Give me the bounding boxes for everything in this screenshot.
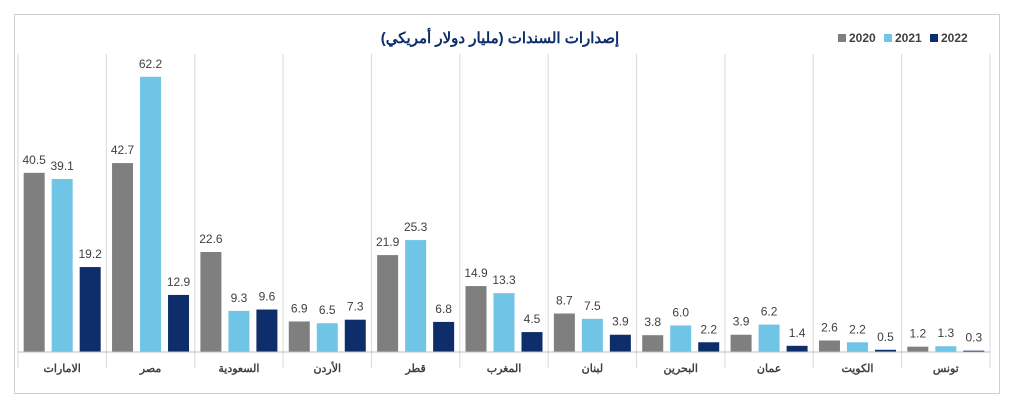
bar-cat-9-2021 (758, 324, 780, 352)
value-label-cat-9-2022: 1.4 (789, 326, 806, 340)
bar-cat-7-2020 (553, 313, 575, 352)
legend-swatch-2022 (930, 34, 938, 42)
legend-label-2020: 2020 (849, 31, 876, 45)
bar-cat-8-2020 (642, 335, 664, 352)
value-label-cat-5-2022: 6.8 (435, 302, 452, 316)
category-separators (17, 54, 991, 368)
bar-cat-7-2021 (581, 318, 603, 352)
value-label-cat-3-2022: 9.6 (259, 290, 276, 304)
value-label-cat-6-2021: 13.3 (492, 273, 516, 287)
category-label-cat-4: الأردن (313, 361, 341, 375)
value-label-cat-11-2020: 1.2 (909, 327, 926, 341)
category-labels-layer: الامارات مصر السعودية الأردن قطر المغرب لبنان ا… (44, 361, 959, 375)
bar-cat-10-2022 (874, 349, 896, 352)
bar-cat-3-2020 (200, 252, 222, 352)
bar-cat-3-2021 (228, 310, 250, 352)
value-label-cat-5-2020: 21.9 (376, 235, 400, 249)
bar-cat-4-2021 (316, 323, 338, 352)
bar-cat-1-2022 (79, 267, 101, 352)
bar-cat-11-2021 (935, 346, 957, 352)
value-label-cat-8-2022: 2.2 (700, 322, 717, 336)
bar-cat-4-2020 (288, 321, 310, 352)
value-label-cat-3-2021: 9.3 (231, 291, 248, 305)
bar-cat-2-2021 (140, 76, 162, 352)
value-label-cat-6-2020: 14.9 (464, 266, 488, 280)
category-label-cat-5: قطر (404, 363, 425, 375)
value-label-cat-4-2021: 6.5 (319, 303, 336, 317)
value-label-cat-6-2022: 4.5 (524, 312, 541, 326)
value-label-cat-11-2021: 1.3 (937, 326, 954, 340)
bars-layer (23, 76, 985, 352)
bar-cat-2-2020 (112, 163, 134, 352)
bar-cat-8-2022 (698, 342, 720, 352)
category-label-cat-8: البحرين (664, 363, 698, 375)
bar-cat-11-2022 (963, 350, 985, 352)
bar-cat-6-2022 (521, 332, 543, 352)
value-label-cat-4-2022: 7.3 (347, 300, 364, 314)
bar-cat-9-2020 (730, 334, 752, 352)
value-label-cat-10-2022: 0.5 (877, 330, 894, 344)
category-label-cat-10: الكويت (841, 363, 873, 375)
value-label-cat-8-2020: 3.8 (644, 315, 661, 329)
category-label-cat-1: الامارات (44, 363, 81, 375)
bar-cat-3-2022 (256, 309, 278, 352)
bar-cat-5-2021 (405, 240, 427, 352)
value-label-cat-2-2022: 12.9 (167, 275, 191, 289)
chart-legend: 2020 2021 2022 (838, 31, 968, 45)
bar-cat-10-2021 (846, 342, 868, 352)
value-label-cat-7-2022: 3.9 (612, 315, 629, 329)
category-label-cat-7: لبنان (582, 363, 603, 375)
bar-cat-5-2022 (433, 321, 455, 352)
legend-swatch-2021 (884, 34, 892, 42)
bar-cat-8-2021 (670, 325, 692, 352)
chart-title: إصدارات السندات (مليار دولار أمريكي) (381, 27, 619, 48)
value-label-cat-1-2020: 40.5 (23, 153, 47, 167)
legend-label-2022: 2022 (941, 31, 968, 45)
value-label-cat-10-2020: 2.6 (821, 320, 838, 334)
category-label-cat-2: مصر (139, 363, 162, 375)
bar-cat-2-2022 (168, 294, 190, 352)
value-label-cat-11-2022: 0.3 (965, 331, 982, 345)
bar-cat-11-2020 (907, 346, 929, 352)
bar-cat-1-2021 (51, 179, 73, 352)
value-label-cat-2-2021: 62.2 (139, 57, 163, 71)
value-label-cat-9-2020: 3.9 (733, 315, 750, 329)
value-label-cat-5-2021: 25.3 (404, 220, 428, 234)
category-label-cat-9: عمان (757, 363, 781, 375)
value-label-cat-7-2021: 7.5 (584, 299, 601, 313)
category-label-cat-11: تونس (933, 363, 959, 375)
bar-cat-7-2022 (609, 334, 631, 352)
value-label-cat-7-2020: 8.7 (556, 294, 573, 308)
bar-cat-10-2020 (818, 340, 840, 352)
value-label-cat-2-2020: 42.7 (111, 143, 135, 157)
bar-cat-6-2021 (493, 293, 515, 352)
bar-cat-5-2020 (377, 255, 399, 352)
bar-cat-9-2022 (786, 345, 808, 352)
category-label-cat-3: السعودية (218, 363, 259, 375)
value-labels-layer: 40.5 39.1 19.2 42.7 62.2 12.9 22.6 9.3 9.6 6.9 6.5… (23, 57, 983, 345)
value-label-cat-4-2020: 6.9 (291, 301, 308, 315)
legend-swatch-2020 (838, 34, 846, 42)
bar-cat-1-2020 (23, 172, 45, 352)
bar-cat-6-2020 (465, 286, 487, 352)
value-label-cat-3-2020: 22.6 (199, 232, 223, 246)
value-label-cat-9-2021: 6.2 (761, 305, 778, 319)
bar-cat-4-2022 (344, 319, 366, 352)
category-label-cat-6: المغرب (487, 363, 522, 375)
value-label-cat-10-2021: 2.2 (849, 322, 866, 336)
legend-label-2021: 2021 (895, 31, 922, 45)
value-label-cat-1-2021: 39.1 (51, 159, 75, 173)
value-label-cat-1-2022: 19.2 (79, 247, 103, 261)
value-label-cat-8-2021: 6.0 (672, 305, 689, 319)
